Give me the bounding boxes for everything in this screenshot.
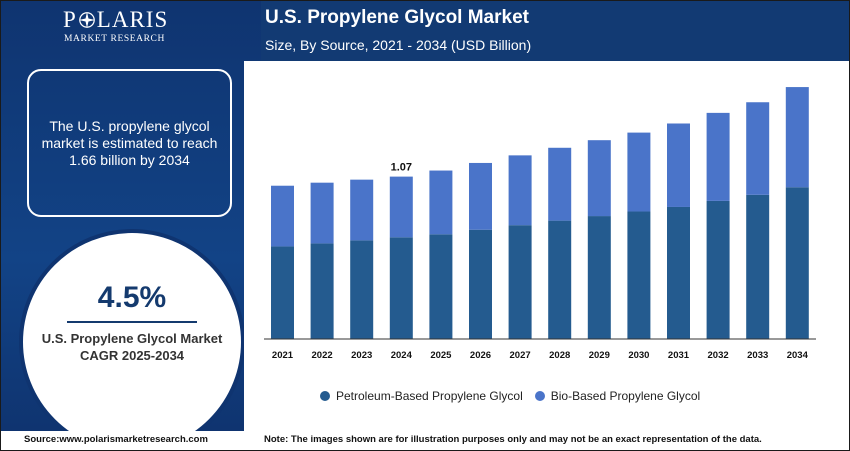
footer: Source:www.polarismarketresearch.com Not… — [1, 431, 849, 450]
x-tick-label-2028: 2028 — [549, 350, 570, 361]
x-tick-label-2021: 2021 — [272, 350, 294, 361]
source-text: Source:www.polarismarketresearch.com — [24, 434, 208, 445]
info-box-text: The U.S. propylene glycol market is esti… — [41, 117, 218, 168]
bar-petroleum-2034 — [785, 187, 809, 339]
legend-label-bio: Bio-Based Propylene Glycol — [550, 389, 701, 403]
cagr-value: 4.5% — [97, 281, 167, 314]
bar-petroleum-2033 — [746, 194, 770, 339]
bar-bio-2026 — [469, 162, 492, 230]
bar-petroleum-2032 — [706, 200, 730, 339]
bar-petroleum-2028 — [548, 220, 572, 339]
chart-title: U.S. Propylene Glycol Market — [265, 7, 529, 28]
bar-petroleum-2024 — [389, 237, 413, 339]
bar-bio-2033 — [746, 102, 770, 195]
compass-star-icon — [78, 11, 95, 29]
cagr-label: U.S. Propylene Glycol Market CAGR 2025-2… — [41, 331, 223, 363]
x-tick-label-2025: 2025 — [430, 350, 452, 361]
bar-bio-2027 — [508, 155, 532, 226]
cagr-divider — [67, 321, 197, 323]
x-tick-label-2024: 2024 — [391, 350, 413, 361]
bar-petroleum-2021 — [271, 246, 294, 339]
bar-bio-2024 — [389, 176, 413, 238]
bar-bio-2021 — [271, 185, 294, 247]
bar-bio-2028 — [548, 147, 572, 221]
legend-item-bio: Bio-Based Propylene Glycol — [534, 389, 701, 403]
brand-name-left: P — [63, 7, 77, 32]
x-tick-label-2034: 2034 — [787, 350, 809, 361]
bar-petroleum-2030 — [627, 211, 651, 339]
x-tick-label-2033: 2033 — [747, 350, 768, 361]
x-tick-label-2030: 2030 — [628, 350, 649, 361]
bar-bio-2034 — [785, 87, 809, 188]
data-label-2024: 1.07 — [391, 162, 412, 174]
brand-name-right: LARIS — [96, 7, 169, 32]
brand-logo: P LARIS MARKET RESEARCH — [63, 8, 193, 45]
legend-dot-bio — [534, 391, 545, 401]
legend-label-petroleum: Petroleum-Based Propylene Glycol — [336, 389, 523, 403]
bar-petroleum-2023 — [350, 240, 374, 339]
x-tick-label-2027: 2027 — [510, 350, 531, 361]
x-tick-label-2026: 2026 — [470, 350, 491, 361]
chart-panel: 2021 2022 2023 2024 1.07 2025 2026 2027 2028 2029… — [244, 61, 849, 431]
bar-bio-2032 — [706, 112, 730, 201]
info-box: The U.S. propylene glycol market is esti… — [27, 69, 232, 217]
bar-petroleum-2026 — [469, 229, 492, 339]
disclaimer-note: Note: The images shown are for illustrat… — [264, 434, 762, 445]
brand-name: P LARIS — [63, 8, 193, 32]
bar-petroleum-2029 — [587, 216, 611, 339]
x-tick-label-2032: 2032 — [708, 350, 729, 361]
bar-bio-2029 — [587, 140, 611, 217]
chart-subtitle: Size, By Source, 2021 - 2034 (USD Billio… — [265, 37, 532, 53]
bar-petroleum-2022 — [310, 243, 334, 339]
bar-chart: 2021 2022 2023 2024 1.07 2025 2026 2027 2028 2029… — [264, 87, 816, 361]
legend-item-petroleum: Petroleum-Based Propylene Glycol — [320, 389, 523, 403]
bar-bio-2025 — [429, 170, 453, 235]
bar-petroleum-2031 — [667, 206, 690, 339]
bar-bio-2023 — [350, 179, 374, 241]
legend-dot-petroleum — [320, 391, 330, 401]
x-tick-label-2031: 2031 — [668, 350, 690, 361]
x-tick-label-2029: 2029 — [589, 350, 610, 361]
bar-bio-2022 — [310, 182, 334, 244]
x-tick-label-2023: 2023 — [351, 350, 372, 361]
bar-bio-2030 — [627, 132, 651, 212]
bar-bio-2031 — [667, 123, 690, 207]
x-tick-label-2022: 2022 — [312, 350, 333, 361]
bar-petroleum-2027 — [508, 225, 532, 339]
cagr-circle: 4.5% U.S. Propylene Glycol Market CAGR 2… — [19, 229, 245, 450]
chart-legend: Petroleum-Based Propylene Glycol Bio-Bas… — [320, 389, 712, 403]
brand-tagline: MARKET RESEARCH — [64, 34, 165, 44]
bar-petroleum-2025 — [429, 234, 453, 339]
